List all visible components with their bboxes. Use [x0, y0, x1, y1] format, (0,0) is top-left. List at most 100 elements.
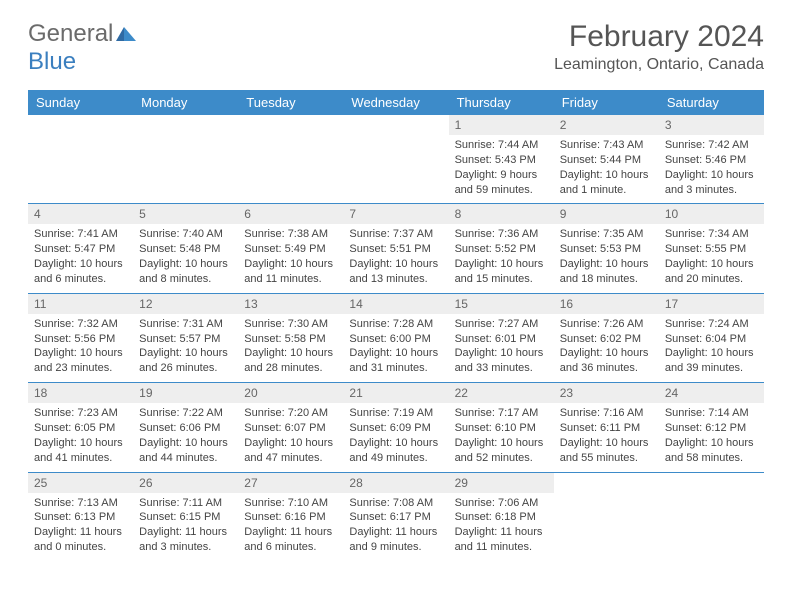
daylight-line: Daylight: 10 hours and 44 minutes. [139, 436, 232, 466]
day-content: Sunrise: 7:08 AMSunset: 6:17 PMDaylight:… [343, 493, 448, 561]
calendar-week-row: 25Sunrise: 7:13 AMSunset: 6:13 PMDayligh… [28, 472, 764, 561]
day-content: Sunrise: 7:34 AMSunset: 5:55 PMDaylight:… [659, 224, 764, 292]
day-number: 22 [449, 383, 554, 403]
daylight-line: Daylight: 10 hours and 52 minutes. [455, 436, 548, 466]
daylight-line: Daylight: 10 hours and 23 minutes. [34, 346, 127, 376]
calendar-day-cell [343, 115, 448, 204]
daylight-line: Daylight: 10 hours and 31 minutes. [349, 346, 442, 376]
calendar-day-cell: 23Sunrise: 7:16 AMSunset: 6:11 PMDayligh… [554, 383, 659, 472]
sunset-line: Sunset: 5:52 PM [455, 242, 548, 257]
sunrise-line: Sunrise: 7:36 AM [455, 227, 548, 242]
sunrise-line: Sunrise: 7:30 AM [244, 317, 337, 332]
day-content: Sunrise: 7:37 AMSunset: 5:51 PMDaylight:… [343, 224, 448, 292]
day-number: 13 [238, 294, 343, 314]
calendar-day-cell: 7Sunrise: 7:37 AMSunset: 5:51 PMDaylight… [343, 204, 448, 293]
day-number: 25 [28, 473, 133, 493]
calendar-day-cell: 10Sunrise: 7:34 AMSunset: 5:55 PMDayligh… [659, 204, 764, 293]
day-number-empty [554, 473, 659, 493]
calendar-day-cell: 16Sunrise: 7:26 AMSunset: 6:02 PMDayligh… [554, 293, 659, 382]
sunset-line: Sunset: 6:16 PM [244, 510, 337, 525]
day-number: 2 [554, 115, 659, 135]
day-number: 16 [554, 294, 659, 314]
sunrise-line: Sunrise: 7:43 AM [560, 138, 653, 153]
day-number-empty [659, 473, 764, 493]
day-content: Sunrise: 7:30 AMSunset: 5:58 PMDaylight:… [238, 314, 343, 382]
sunset-line: Sunset: 5:49 PM [244, 242, 337, 257]
day-content: Sunrise: 7:20 AMSunset: 6:07 PMDaylight:… [238, 403, 343, 471]
sunset-line: Sunset: 5:57 PM [139, 332, 232, 347]
logo-text-general: General [28, 20, 113, 47]
calendar-day-cell: 1Sunrise: 7:44 AMSunset: 5:43 PMDaylight… [449, 115, 554, 204]
day-number: 19 [133, 383, 238, 403]
sunset-line: Sunset: 5:48 PM [139, 242, 232, 257]
daylight-line: Daylight: 10 hours and 58 minutes. [665, 436, 758, 466]
daylight-line: Daylight: 10 hours and 39 minutes. [665, 346, 758, 376]
calendar-day-cell [238, 115, 343, 204]
daylight-line: Daylight: 10 hours and 1 minute. [560, 168, 653, 198]
daylight-line: Daylight: 10 hours and 13 minutes. [349, 257, 442, 287]
calendar-day-cell [554, 472, 659, 561]
day-number-empty [133, 115, 238, 135]
weekday-header: Sunday [28, 90, 133, 115]
calendar-week-row: 4Sunrise: 7:41 AMSunset: 5:47 PMDaylight… [28, 204, 764, 293]
day-content: Sunrise: 7:19 AMSunset: 6:09 PMDaylight:… [343, 403, 448, 471]
day-content: Sunrise: 7:44 AMSunset: 5:43 PMDaylight:… [449, 135, 554, 203]
day-content: Sunrise: 7:41 AMSunset: 5:47 PMDaylight:… [28, 224, 133, 292]
weekday-header: Friday [554, 90, 659, 115]
day-number: 6 [238, 204, 343, 224]
calendar-day-cell [659, 472, 764, 561]
calendar-day-cell: 19Sunrise: 7:22 AMSunset: 6:06 PMDayligh… [133, 383, 238, 472]
sunrise-line: Sunrise: 7:16 AM [560, 406, 653, 421]
sunrise-line: Sunrise: 7:19 AM [349, 406, 442, 421]
calendar-day-cell: 4Sunrise: 7:41 AMSunset: 5:47 PMDaylight… [28, 204, 133, 293]
day-number: 12 [133, 294, 238, 314]
sunset-line: Sunset: 6:11 PM [560, 421, 653, 436]
daylight-line: Daylight: 11 hours and 3 minutes. [139, 525, 232, 555]
day-content: Sunrise: 7:27 AMSunset: 6:01 PMDaylight:… [449, 314, 554, 382]
day-content: Sunrise: 7:13 AMSunset: 6:13 PMDaylight:… [28, 493, 133, 561]
sunrise-line: Sunrise: 7:32 AM [34, 317, 127, 332]
location: Leamington, Ontario, Canada [554, 56, 764, 74]
day-number-empty [28, 115, 133, 135]
day-content: Sunrise: 7:06 AMSunset: 6:18 PMDaylight:… [449, 493, 554, 561]
sunset-line: Sunset: 6:10 PM [455, 421, 548, 436]
daylight-line: Daylight: 10 hours and 26 minutes. [139, 346, 232, 376]
logo: GeneralBlue [28, 20, 138, 76]
daylight-line: Daylight: 10 hours and 8 minutes. [139, 257, 232, 287]
sunrise-line: Sunrise: 7:34 AM [665, 227, 758, 242]
daylight-line: Daylight: 9 hours and 59 minutes. [455, 168, 548, 198]
calendar-day-cell: 24Sunrise: 7:14 AMSunset: 6:12 PMDayligh… [659, 383, 764, 472]
day-content: Sunrise: 7:32 AMSunset: 5:56 PMDaylight:… [28, 314, 133, 382]
calendar-day-cell: 2 Sunrise: 7:43 AMSunset: 5:44 PMDaylight… [554, 115, 659, 204]
calendar-day-cell: 13Sunrise: 7:30 AMSunset: 5:58 PMDayligh… [238, 293, 343, 382]
daylight-line: Daylight: 10 hours and 49 minutes. [349, 436, 442, 466]
day-number: 15 [449, 294, 554, 314]
calendar-day-cell: 3Sunrise: 7:42 AMSunset: 5:46 PMDaylight… [659, 115, 764, 204]
weekday-header: Wednesday [343, 90, 448, 115]
calendar-week-row: 11Sunrise: 7:32 AMSunset: 5:56 PMDayligh… [28, 293, 764, 382]
sunset-line: Sunset: 5:44 PM [560, 153, 653, 168]
day-number: 3 [659, 115, 764, 135]
day-content: Sunrise: 7:40 AMSunset: 5:48 PMDaylight:… [133, 224, 238, 292]
sunrise-line: Sunrise: 7:20 AM [244, 406, 337, 421]
calendar-day-cell: 20Sunrise: 7:20 AMSunset: 6:07 PMDayligh… [238, 383, 343, 472]
sunrise-line: Sunrise: 7:42 AM [665, 138, 758, 153]
calendar-week-row: 18Sunrise: 7:23 AMSunset: 6:05 PMDayligh… [28, 383, 764, 472]
calendar-header-row: SundayMondayTuesdayWednesdayThursdayFrid… [28, 90, 764, 115]
calendar-day-cell [133, 115, 238, 204]
day-content: Sunrise: 7:24 AMSunset: 6:04 PMDaylight:… [659, 314, 764, 382]
day-content: Sunrise: 7:36 AMSunset: 5:52 PMDaylight:… [449, 224, 554, 292]
day-number: 27 [238, 473, 343, 493]
daylight-line: Daylight: 10 hours and 47 minutes. [244, 436, 337, 466]
day-number: 10 [659, 204, 764, 224]
sunrise-line: Sunrise: 7:08 AM [349, 496, 442, 511]
sunrise-line: Sunrise: 7:44 AM [455, 138, 548, 153]
day-number: 28 [343, 473, 448, 493]
sunset-line: Sunset: 6:04 PM [665, 332, 758, 347]
day-content: Sunrise: 7:17 AMSunset: 6:10 PMDaylight:… [449, 403, 554, 471]
sunset-line: Sunset: 5:43 PM [455, 153, 548, 168]
daylight-line: Daylight: 10 hours and 55 minutes. [560, 436, 653, 466]
sunset-line: Sunset: 5:47 PM [34, 242, 127, 257]
month-title: February 2024 [554, 20, 764, 54]
sunset-line: Sunset: 6:06 PM [139, 421, 232, 436]
